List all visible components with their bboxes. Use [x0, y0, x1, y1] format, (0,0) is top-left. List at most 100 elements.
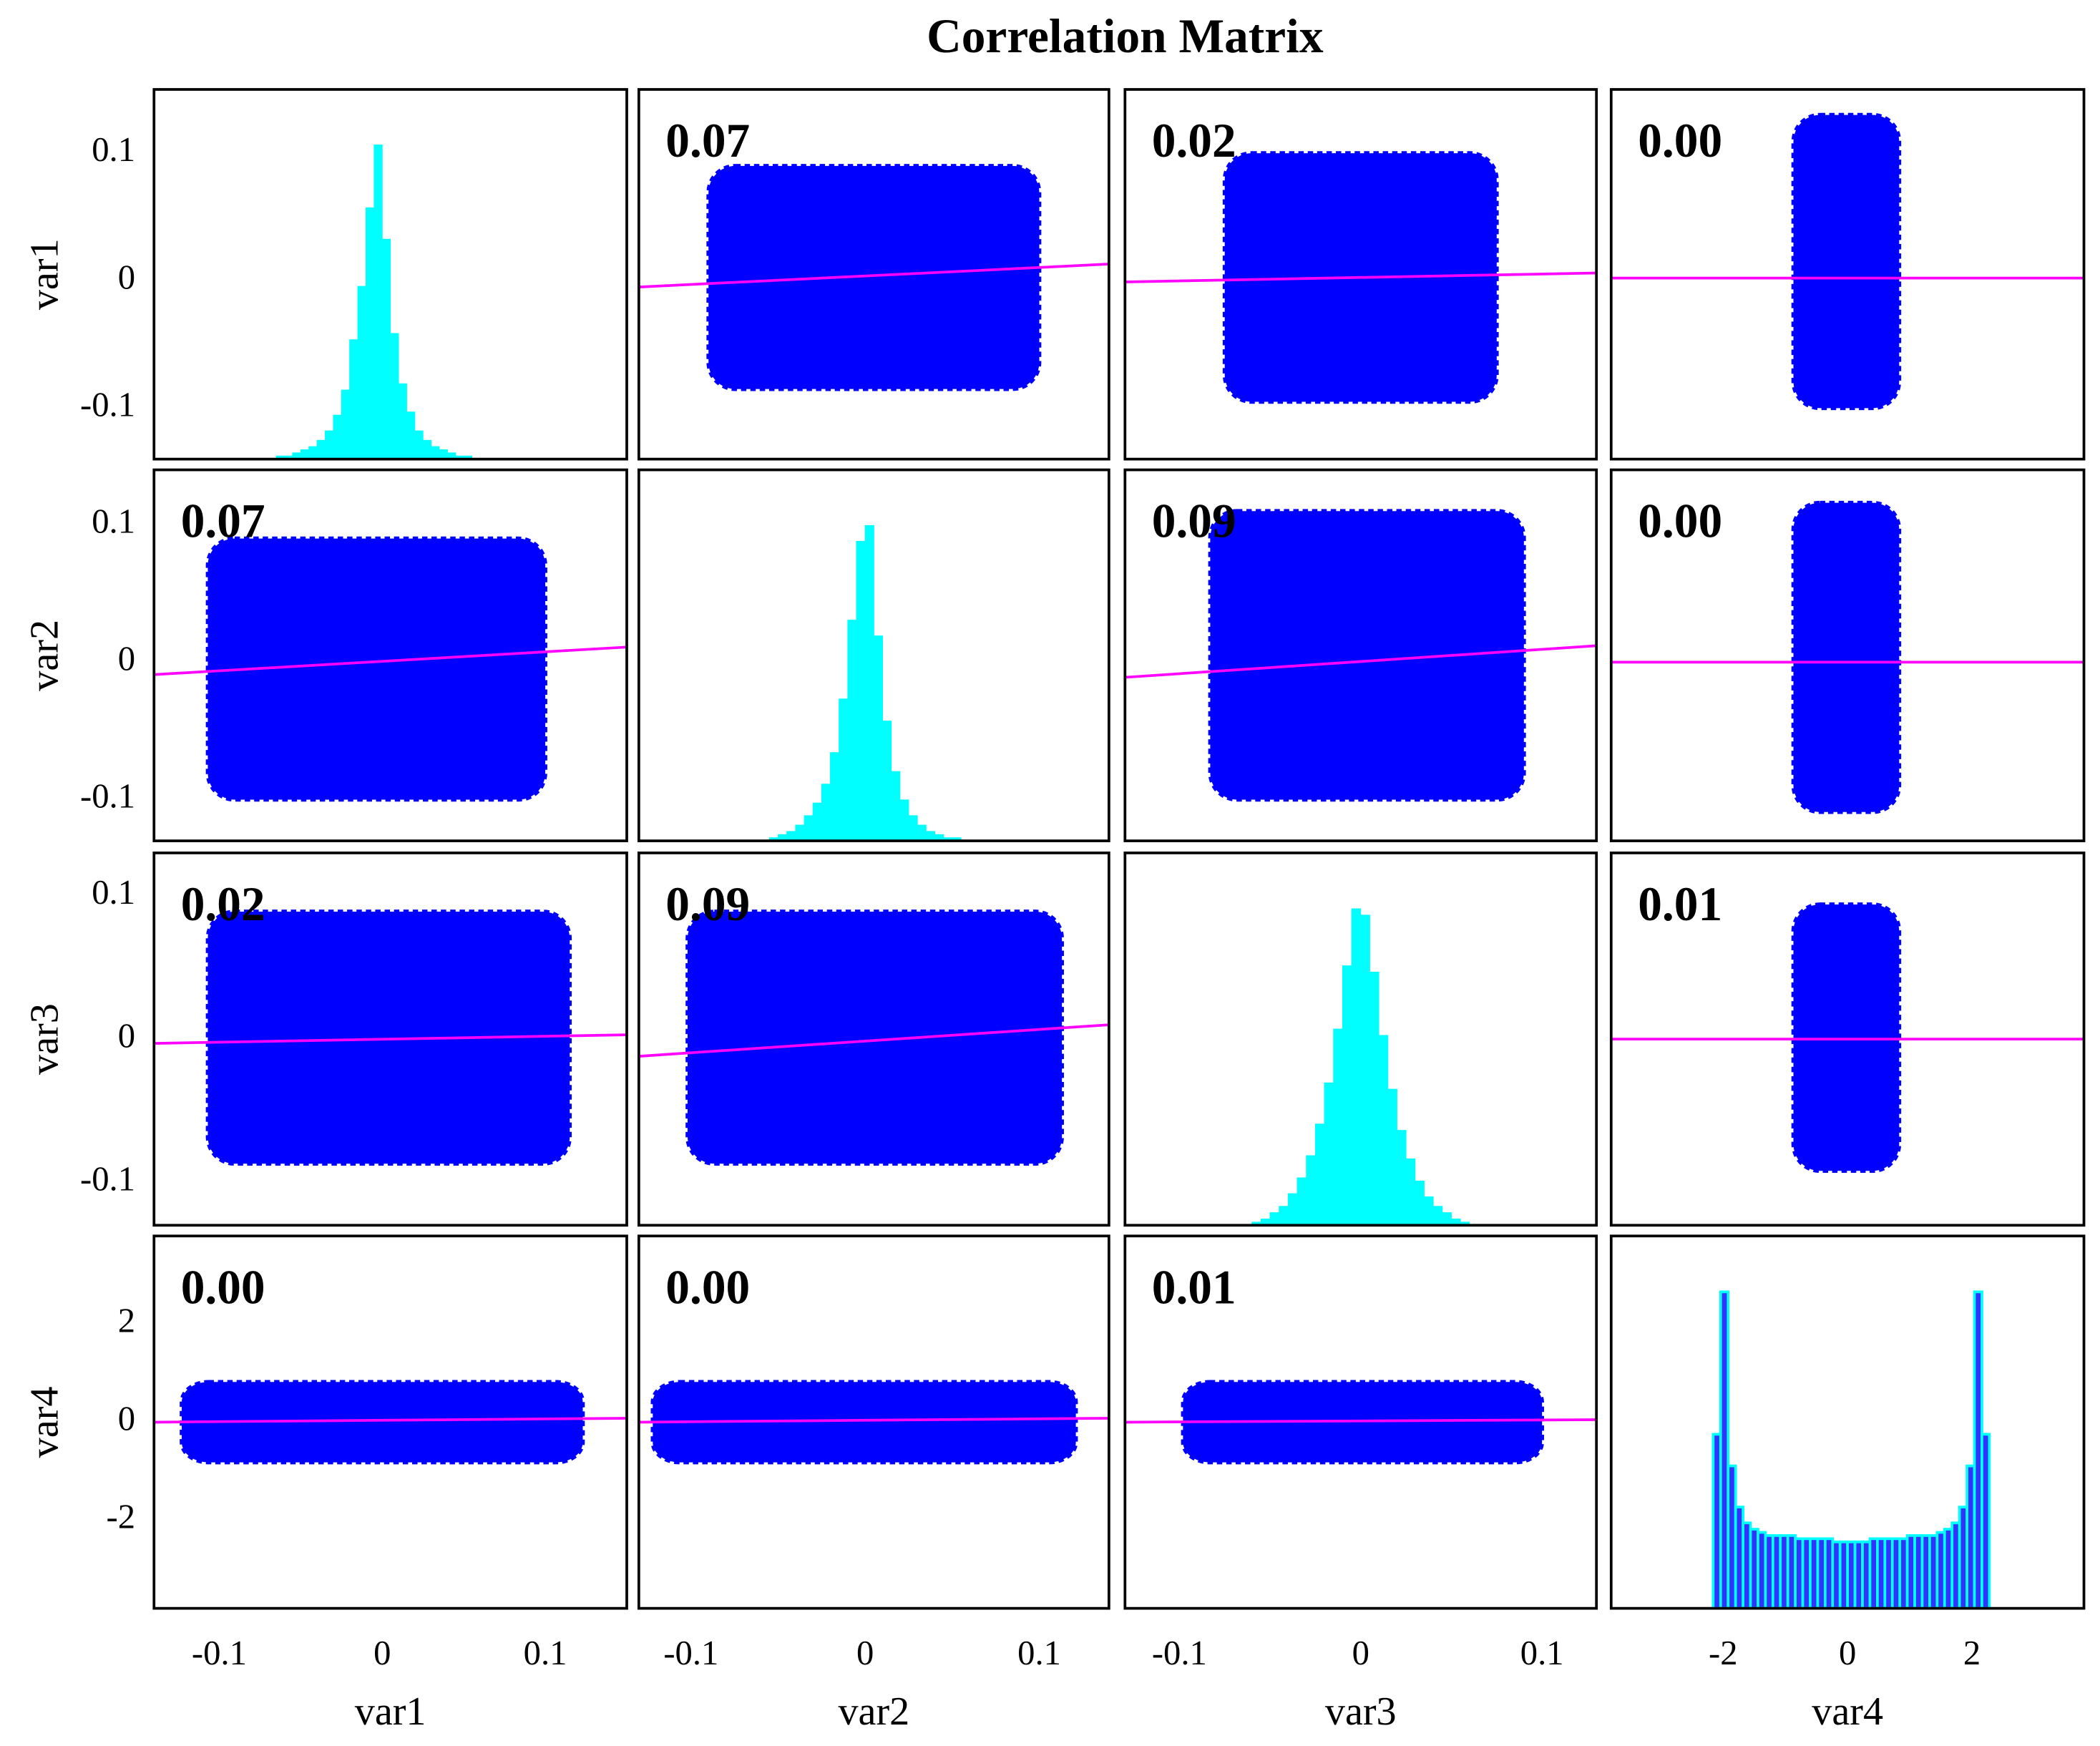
y-tick-label: -0.1 — [80, 1159, 135, 1198]
panel-frame — [637, 852, 1110, 1227]
correlation-label: 0.01 — [1638, 877, 1722, 931]
histogram-bar — [1333, 1028, 1343, 1226]
panel-frame — [152, 1234, 628, 1610]
histogram-bar — [325, 430, 334, 460]
point-cloud — [1791, 500, 1902, 814]
y-tick-label: -0.1 — [80, 386, 135, 424]
point-cloud — [205, 909, 572, 1166]
histogram-bar — [373, 145, 383, 460]
x-tick-label: -0.1 — [192, 1634, 247, 1672]
histogram-bar — [431, 446, 440, 460]
panel-frame — [1609, 468, 2086, 842]
correlation-label: 0.00 — [1638, 494, 1722, 548]
point-cloud — [706, 164, 1042, 391]
correlation-label: 0.09 — [1152, 494, 1236, 548]
histogram-bar — [864, 525, 874, 842]
histogram-bar — [1378, 1035, 1389, 1226]
y-tick-label: 0 — [118, 1400, 135, 1438]
panel-frame — [1123, 468, 1598, 842]
x-tick-label: -2 — [1709, 1634, 1738, 1672]
histogram-bar — [812, 802, 822, 842]
x-axis-label: var2 — [838, 1689, 909, 1734]
histogram-bar — [300, 449, 310, 460]
x-tick-label: 0 — [856, 1634, 874, 1672]
histogram-bar — [414, 430, 424, 460]
x-tick-label: 0.1 — [1520, 1634, 1564, 1672]
histogram-bar — [1279, 1206, 1289, 1226]
histogram-bar — [847, 620, 857, 842]
x-axis-label: var4 — [1812, 1689, 1883, 1734]
y-tick-label: 0.1 — [92, 502, 135, 541]
y-tick-label: 0.1 — [92, 130, 135, 169]
fit-line — [638, 1023, 1109, 1058]
correlation-label: 0.02 — [1152, 114, 1236, 167]
panel-frame — [152, 88, 628, 461]
panel-frame — [637, 88, 1110, 461]
correlation-label: 0.00 — [665, 1260, 750, 1314]
histogram-bar — [439, 449, 448, 460]
histogram-bar — [333, 414, 342, 460]
histogram-bar — [1351, 908, 1362, 1226]
y-tick-label: 0 — [118, 640, 135, 678]
y-axis-label: var3 — [22, 1003, 67, 1075]
panel-frame — [152, 852, 628, 1227]
correlation-label: 0.01 — [1152, 1260, 1236, 1314]
point-cloud — [1791, 112, 1902, 411]
histogram-bar — [422, 439, 432, 460]
fit-line — [154, 1417, 627, 1424]
histogram-bar — [882, 721, 892, 842]
y-tick-label: -2 — [107, 1498, 136, 1536]
histogram-bar — [349, 339, 358, 460]
point-cloud — [685, 909, 1064, 1166]
histogram-bar — [308, 446, 318, 460]
y-axis-label: var4 — [22, 1387, 67, 1458]
correlation-label: 0.07 — [181, 494, 265, 548]
histogram-bar — [804, 815, 814, 842]
histogram-bar — [1306, 1155, 1316, 1226]
panel-frame — [1123, 88, 1598, 461]
x-tick-label: 0.1 — [524, 1634, 567, 1672]
panel-frame — [1123, 1234, 1598, 1610]
x-tick-label: 2 — [1963, 1634, 1981, 1672]
histogram-bar — [830, 752, 840, 842]
x-tick-label: 0.1 — [1017, 1634, 1061, 1672]
correlation-label: 0.09 — [665, 877, 750, 931]
histogram-bar — [357, 286, 366, 460]
y-axis-label: var2 — [22, 620, 67, 691]
y-tick-label: 0.1 — [92, 873, 135, 912]
histogram-bar — [917, 824, 927, 842]
histogram-bar — [381, 238, 391, 460]
fit-line — [638, 263, 1109, 288]
histogram-bar — [365, 207, 375, 460]
y-tick-label: 2 — [118, 1302, 135, 1340]
panel-frame — [152, 468, 628, 842]
x-tick-label: -0.1 — [1152, 1634, 1207, 1672]
histogram-bar — [925, 831, 935, 842]
x-tick-label: 0 — [373, 1634, 391, 1672]
histogram-bar — [1432, 1206, 1443, 1226]
point-cloud — [1791, 902, 1902, 1174]
histogram-bar — [1269, 1212, 1280, 1226]
fit-line — [154, 645, 627, 676]
histogram-bar — [1415, 1180, 1425, 1226]
histogram-bar — [1387, 1088, 1397, 1226]
fit-line — [1125, 644, 1597, 679]
panel-frame — [637, 468, 1110, 842]
histogram-bar — [390, 333, 399, 460]
histogram-bar — [839, 698, 849, 842]
histogram-bar — [891, 771, 901, 842]
histogram-bar — [1314, 1123, 1325, 1226]
correlation-label: 0.00 — [1638, 114, 1722, 167]
panel-frame — [1609, 88, 2086, 461]
histogram-bar — [341, 389, 351, 460]
chart-title: Correlation Matrix — [927, 9, 1324, 63]
histogram-bar — [786, 831, 796, 842]
histogram-bar — [899, 799, 909, 842]
correlation-label: 0.00 — [181, 1260, 265, 1314]
correlation-label: 0.07 — [665, 114, 750, 167]
histogram-bar — [398, 383, 407, 460]
histogram-bar — [1369, 971, 1379, 1226]
histogram-bar — [821, 784, 831, 842]
